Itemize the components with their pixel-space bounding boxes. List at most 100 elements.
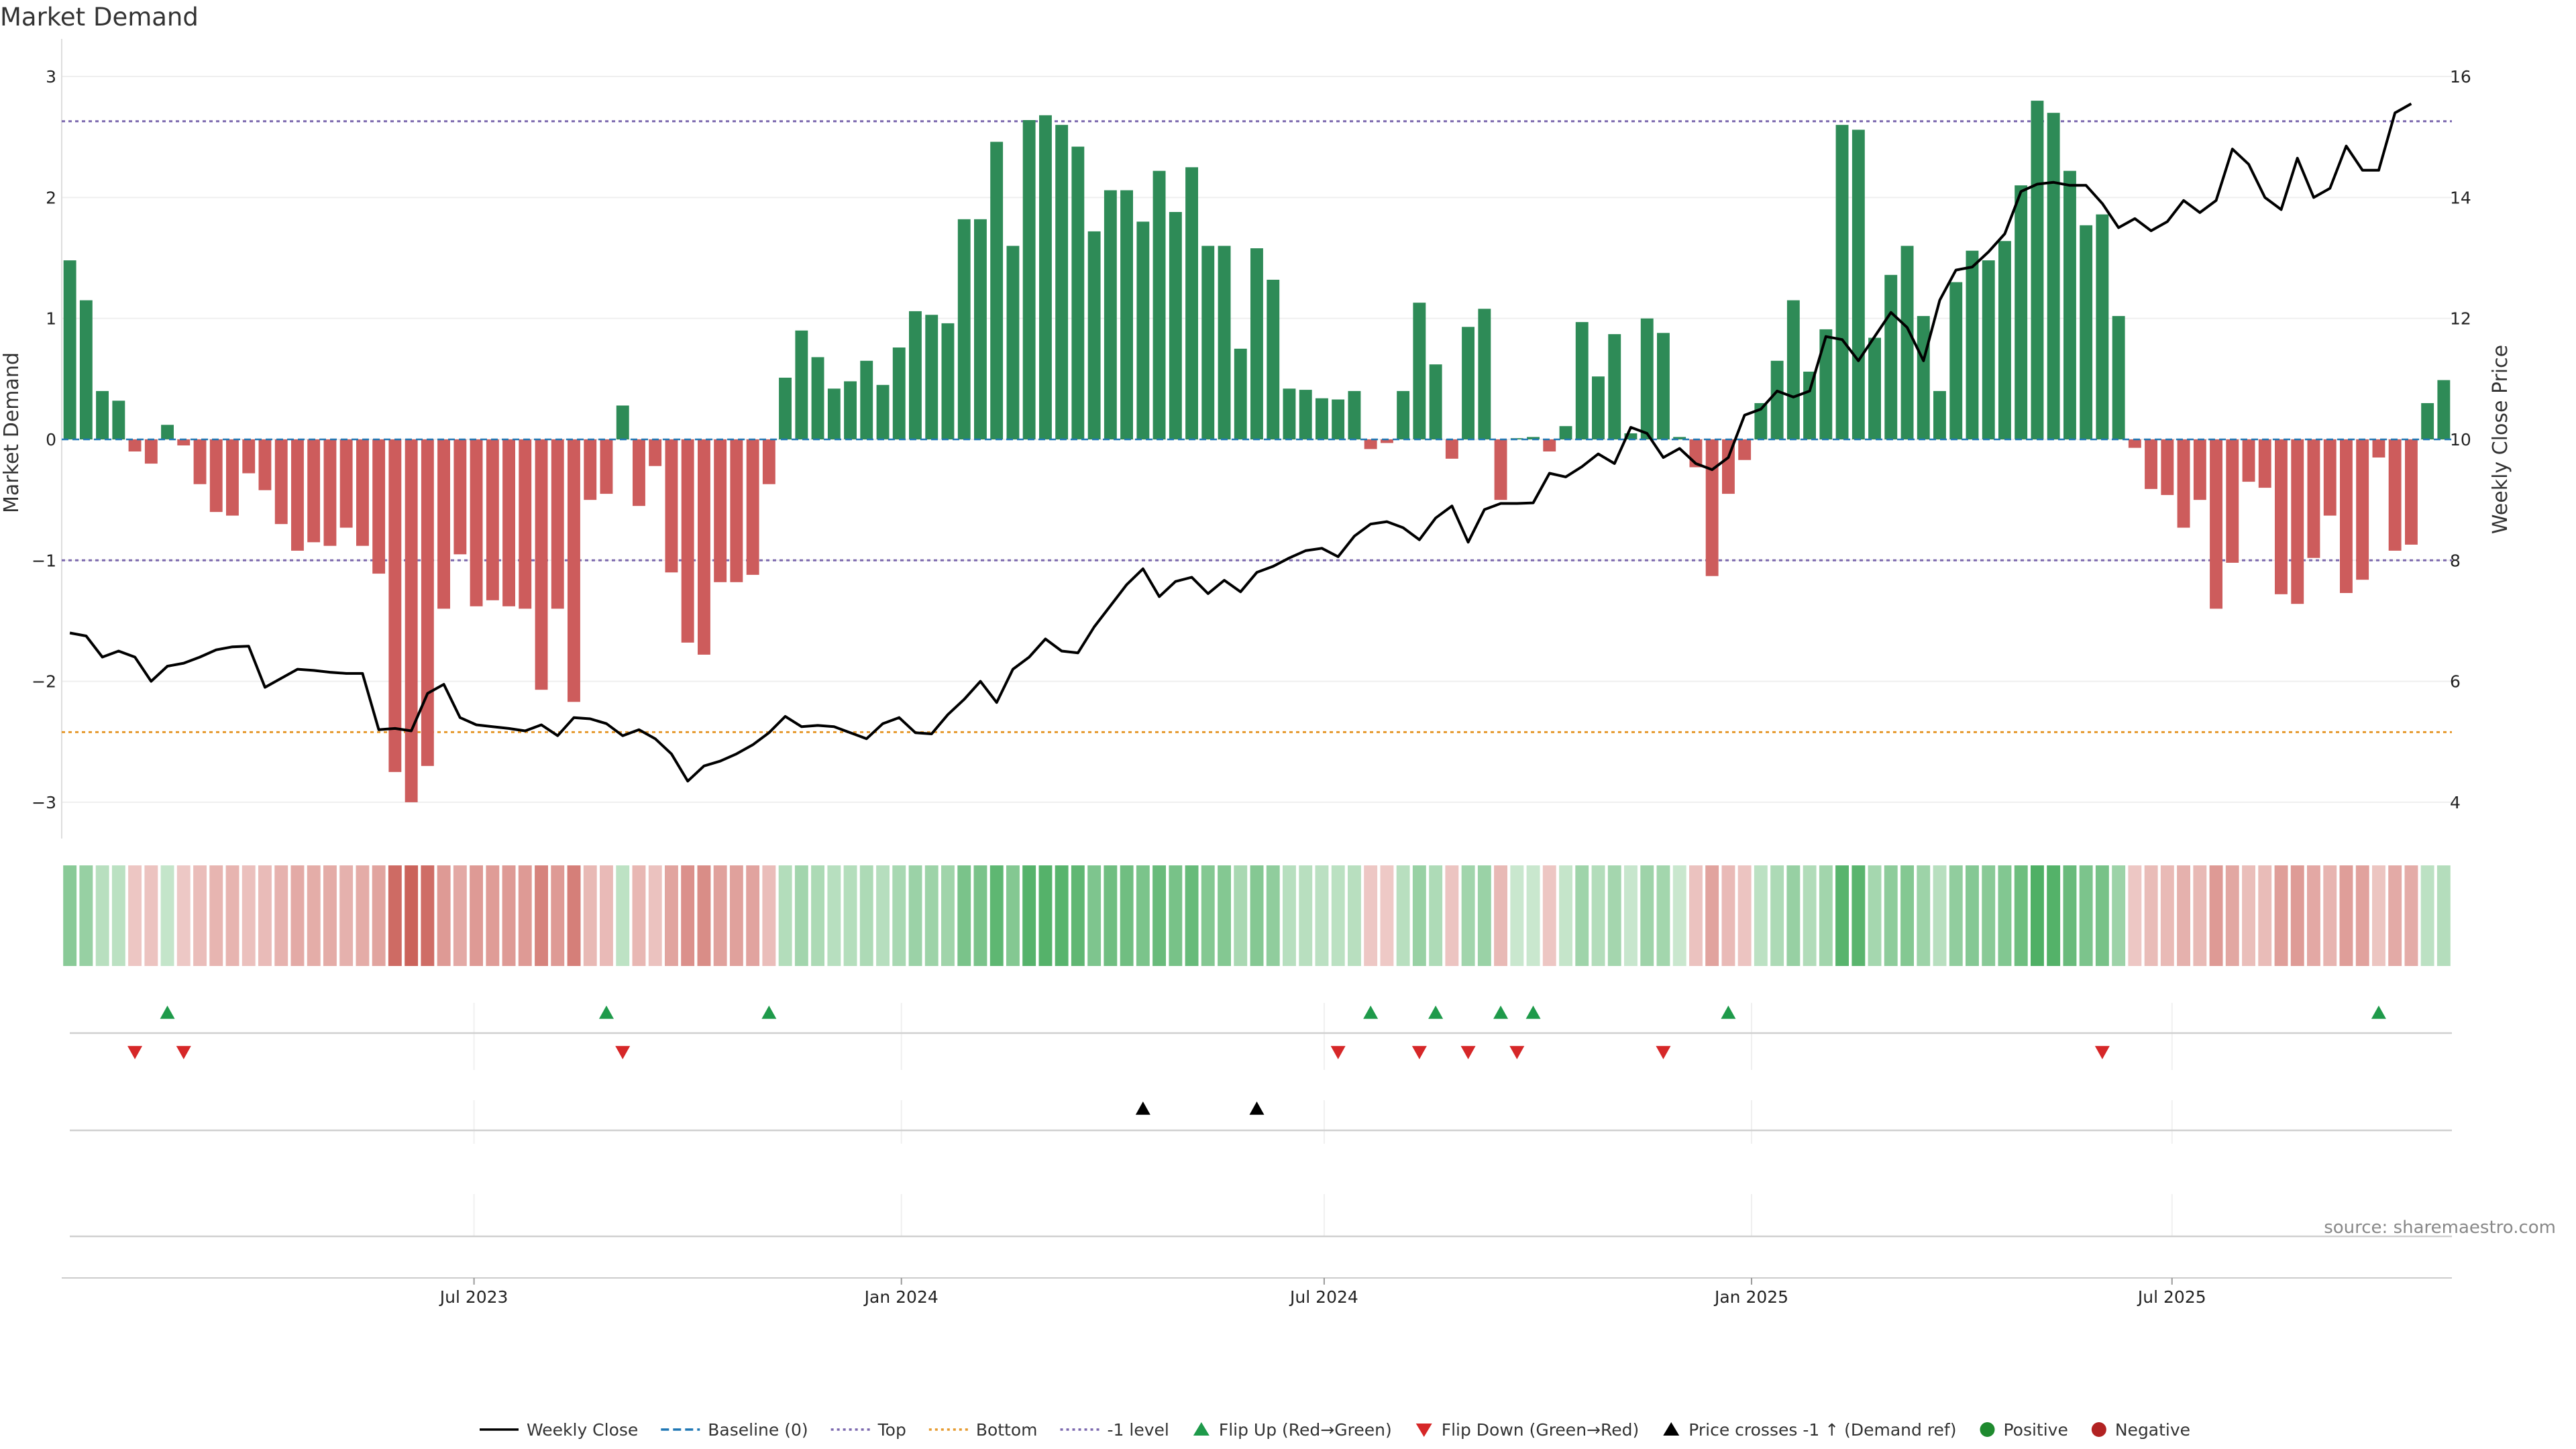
legend-swatch <box>1663 1422 1680 1436</box>
demand-bar <box>1299 390 1312 439</box>
heat-cell <box>2079 865 2093 966</box>
heat-cell <box>2242 865 2255 966</box>
heat-cell <box>1786 865 1801 966</box>
heat-cell <box>2355 865 2369 966</box>
heat-cell <box>535 865 548 966</box>
heat-cell <box>193 865 207 966</box>
heat-cell <box>600 865 613 966</box>
demand-bar <box>1900 246 1914 439</box>
demand-bar <box>63 260 76 439</box>
reference-lines <box>62 120 2452 733</box>
demand-bar <box>2177 439 2190 528</box>
demand-bar <box>193 439 207 484</box>
demand-bar <box>1169 212 1182 439</box>
demand-bar <box>307 439 321 543</box>
demand-bar <box>1120 190 1133 439</box>
source-note: source: sharemaestro.com <box>2324 1218 2556 1238</box>
heat-cell <box>1803 865 1817 966</box>
heat-cell <box>1884 865 1898 966</box>
legend-item: Weekly Close <box>480 1420 638 1440</box>
demand-bar <box>1949 282 1963 439</box>
y-left-tick-label: −3 <box>32 793 56 812</box>
demand-bar <box>698 439 710 655</box>
heat-cell <box>2177 865 2190 966</box>
demand-bar <box>1738 439 1752 460</box>
legend-item: Positive <box>1980 1420 2068 1440</box>
legend-label: Negative <box>2115 1420 2190 1440</box>
y-right-axis-label: Weekly Close Price <box>2489 345 2512 534</box>
y-right-tick-label: 14 <box>2450 188 2471 207</box>
heat-cell <box>2128 865 2142 966</box>
legend-swatch <box>1980 1422 1995 1437</box>
legend-item: Flip Up (Red→Green) <box>1193 1420 1392 1440</box>
demand-heat-strip <box>63 865 2451 966</box>
heat-cell <box>2144 865 2158 966</box>
heat-cell <box>1737 865 1752 966</box>
demand-bar <box>990 142 1004 439</box>
flip-up-marker <box>598 1006 614 1019</box>
legend-item: Top <box>830 1420 906 1440</box>
demand-bar <box>96 390 109 439</box>
demand-bar <box>2291 439 2304 604</box>
demand-bar <box>2210 439 2222 609</box>
demand-bar <box>2356 439 2369 580</box>
heat-cell <box>1526 865 1540 966</box>
y-right-tick-label: 8 <box>2450 551 2461 570</box>
flip-up-marker <box>761 1006 777 1019</box>
demand-bar <box>1250 248 1263 439</box>
demand-bar <box>1640 318 1654 439</box>
heat-cell <box>583 865 597 966</box>
demand-bar <box>616 405 629 439</box>
flip-up-marker <box>160 1006 175 1019</box>
demand-bar <box>161 425 174 439</box>
demand-bar <box>714 439 727 582</box>
heat-cell <box>941 865 955 966</box>
heat-cell <box>339 865 354 966</box>
demand-bar <box>453 439 467 555</box>
flip-up-marker <box>1428 1006 1444 1019</box>
y-right-tick-label: 4 <box>2450 793 2461 812</box>
heat-cell <box>1364 865 1378 966</box>
heat-cell <box>388 865 402 966</box>
y-left-tick-label: 0 <box>46 430 56 449</box>
legend-swatch <box>2091 1422 2106 1437</box>
heat-cell <box>1868 865 1882 966</box>
demand-bar <box>388 439 402 772</box>
demand-bar <box>1039 115 1052 440</box>
heat-cell <box>470 865 483 966</box>
heat-cell <box>2112 865 2126 966</box>
price-line-group <box>69 102 2412 783</box>
demand-bar <box>2015 185 2028 439</box>
y-left-axis-label: Market Demand <box>0 352 23 513</box>
heat-cell <box>2436 865 2451 966</box>
heat-cell <box>1087 865 1102 966</box>
heat-cell <box>843 865 857 966</box>
flip-down-marker <box>1330 1046 1346 1059</box>
legend-label: Price crosses -1 ↑ (Demand ref) <box>1688 1420 1956 1440</box>
heat-cell <box>2372 865 2385 966</box>
x-tick-label: Jan 2024 <box>863 1287 938 1307</box>
demand-bar <box>2372 439 2385 458</box>
heat-cell <box>1152 865 1166 966</box>
demand-bar <box>177 439 191 445</box>
heat-cell <box>1542 865 1556 966</box>
demand-bar <box>405 439 418 802</box>
y-left-tick-label: −1 <box>32 551 56 570</box>
demand-bar <box>1917 316 1930 439</box>
x-tick-label: Jan 2025 <box>1713 1287 1788 1307</box>
heat-cell <box>1770 865 1784 966</box>
heat-cell <box>1120 865 1134 966</box>
heat-cell <box>1331 865 1345 966</box>
demand-bar <box>974 219 987 439</box>
weekly-close-line <box>69 102 2412 783</box>
flip-down-marker <box>1509 1046 1525 1059</box>
heat-cell <box>1689 865 1703 966</box>
demand-bar <box>1835 125 1849 439</box>
demand-bar <box>568 439 580 702</box>
demand-bar <box>1673 437 1686 439</box>
heat-cell <box>405 865 419 966</box>
heat-cell <box>2274 865 2288 966</box>
heat-cell <box>128 865 142 966</box>
flip-down-marker <box>1656 1046 1671 1059</box>
event-panels <box>70 1003 2452 1238</box>
